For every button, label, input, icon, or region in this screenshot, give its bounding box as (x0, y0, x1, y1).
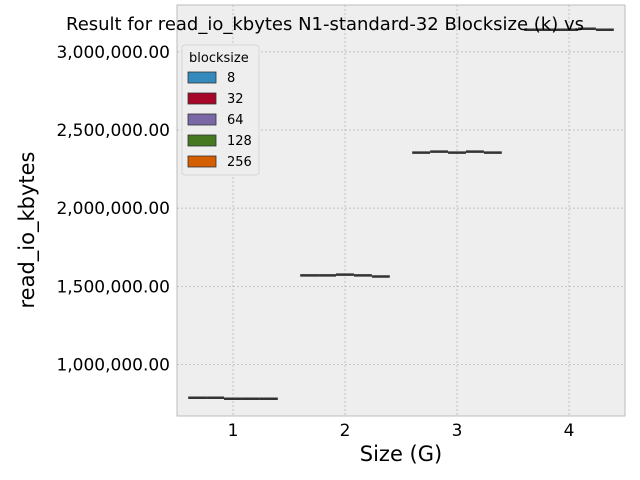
legend-label-256: 256 (227, 155, 252, 170)
legend-label-8: 8 (227, 71, 235, 86)
x-tick-label: 3 (452, 421, 463, 441)
legend-label-32: 32 (227, 92, 244, 107)
legend-swatch-256 (187, 155, 217, 168)
legend: blocksize 8 32 64 128 256 (181, 44, 260, 176)
legend-title: blocksize (189, 51, 249, 66)
y-axis-ticks: 1,000,000.00 1,500,000.00 2,000,000.00 2,50… (56, 43, 170, 376)
legend-swatch-8 (187, 71, 217, 84)
x-axis-label: Size (G) (360, 442, 442, 466)
x-tick-label: 4 (564, 421, 575, 441)
legend-swatch-64 (187, 113, 217, 126)
legend-swatch-128 (187, 134, 217, 147)
chart-title: Result for read_io_kbytes N1-standard-32… (66, 14, 584, 35)
legend-items: 8 32 64 128 256 (187, 71, 252, 170)
y-tick-label: 1,000,000.00 (56, 355, 170, 375)
box-marks (188, 27, 614, 401)
x-axis-ticks: 1 2 3 4 (228, 421, 575, 441)
legend-swatch-32 (187, 92, 217, 105)
y-tick-label: 1,500,000.00 (56, 277, 170, 297)
x-tick-label: 2 (340, 421, 351, 441)
y-tick-label: 2,500,000.00 (56, 121, 170, 141)
y-axis-label: read_io_kbytes (15, 152, 40, 309)
grid (177, 5, 625, 416)
legend-label-64: 64 (227, 113, 244, 128)
y-tick-label: 2,000,000.00 (56, 199, 170, 219)
y-tick-label: 3,000,000.00 (56, 43, 170, 63)
legend-label-128: 128 (227, 134, 252, 149)
x-tick-label: 1 (228, 421, 239, 441)
